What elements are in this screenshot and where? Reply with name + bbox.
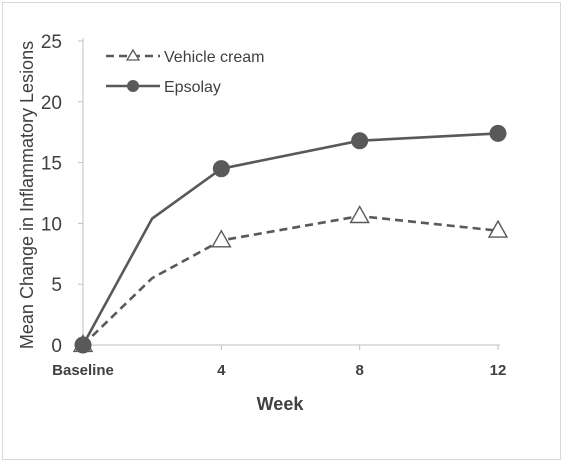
y-tick-label: 0	[51, 336, 62, 357]
series-line	[82, 214, 499, 346]
series-vehicle-cream	[72, 205, 509, 353]
y-tick-label: 25	[41, 32, 62, 53]
y-tick-label: 20	[41, 93, 62, 114]
data-point-marker	[351, 132, 369, 150]
legend-marker	[127, 80, 139, 92]
x-tick-label: 12	[490, 362, 507, 379]
legend-item: Vehicle cream	[106, 48, 265, 66]
legend-label: Vehicle cream	[164, 49, 265, 66]
series-epsolay	[74, 124, 507, 354]
y-axis-title: Mean Change in Inflammatory Lesions	[17, 41, 37, 349]
legend: Vehicle cream Epsolay	[106, 48, 265, 96]
axes: 0 5 10 15 20 25 Baseline 4 8 12	[41, 32, 506, 379]
data-point-marker	[212, 160, 230, 178]
x-tick-label: Baseline	[52, 362, 114, 379]
y-tick-label: 5	[51, 275, 62, 296]
series-layer	[72, 124, 509, 354]
legend-label: Epsolay	[164, 79, 221, 96]
legend-marker	[125, 48, 141, 61]
x-axis-title: Week	[257, 394, 305, 414]
data-point-marker	[74, 336, 92, 354]
series-line	[81, 132, 499, 346]
data-point-marker	[489, 124, 507, 142]
data-point-marker	[349, 205, 370, 224]
y-tick-label: 15	[41, 154, 62, 175]
x-tick-label: 8	[355, 362, 363, 379]
x-tick-label: 4	[217, 362, 226, 379]
data-point-marker	[211, 229, 232, 248]
y-tick-label: 10	[41, 214, 62, 235]
data-point-marker	[487, 219, 509, 238]
legend-item: Epsolay	[106, 79, 221, 96]
